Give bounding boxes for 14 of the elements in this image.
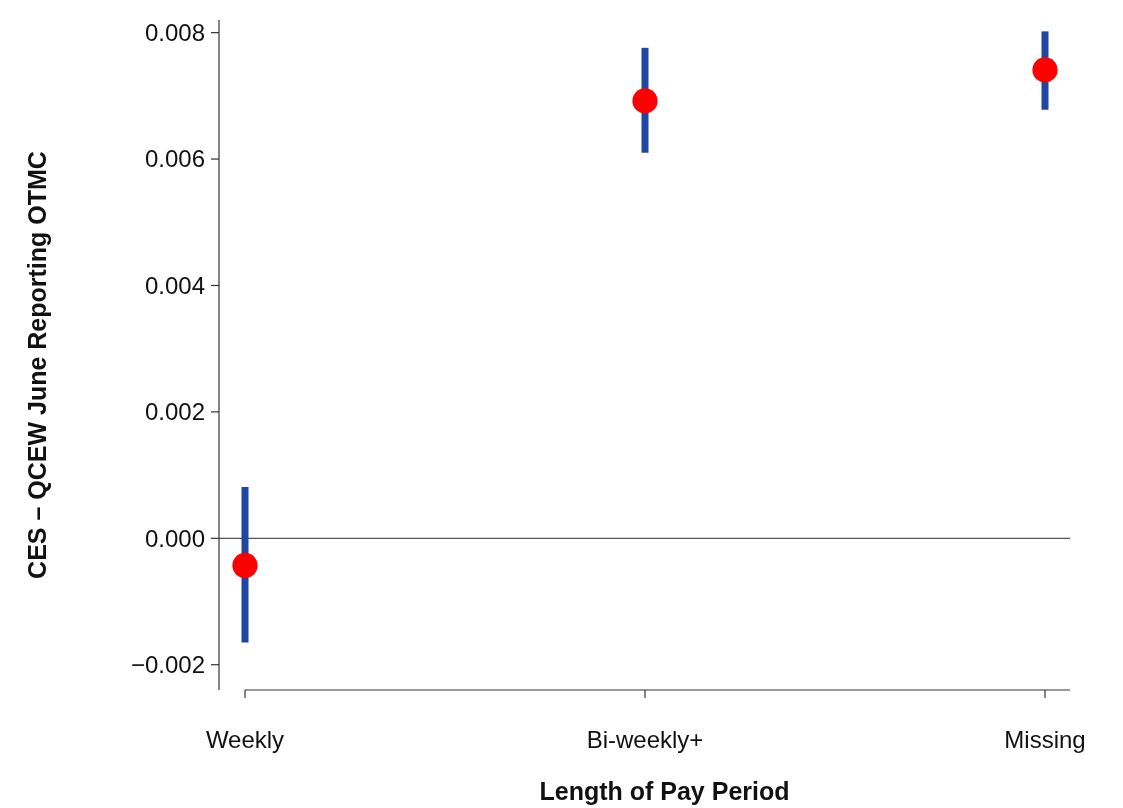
y-tick-label: −0.002 [130,651,205,679]
y-tick-label: 0.008 [144,19,205,47]
point [632,88,658,114]
x-axis-title: Length of Pay Period [539,777,790,805]
point [232,552,258,579]
x-tick-label: Weekly [205,726,285,753]
x-tick-label: Bi-weekly+ [586,726,704,753]
y-axis-title: CES – QCEW June Reporting OTMC [23,151,51,579]
x-tick-label: Missing [1004,726,1086,753]
y-tick-label: 0.006 [144,145,205,173]
point [1032,57,1058,83]
y-tick-label: 0.004 [144,271,205,299]
y-tick-label: 0.000 [144,524,205,552]
y-tick-label: 0.002 [144,398,205,426]
